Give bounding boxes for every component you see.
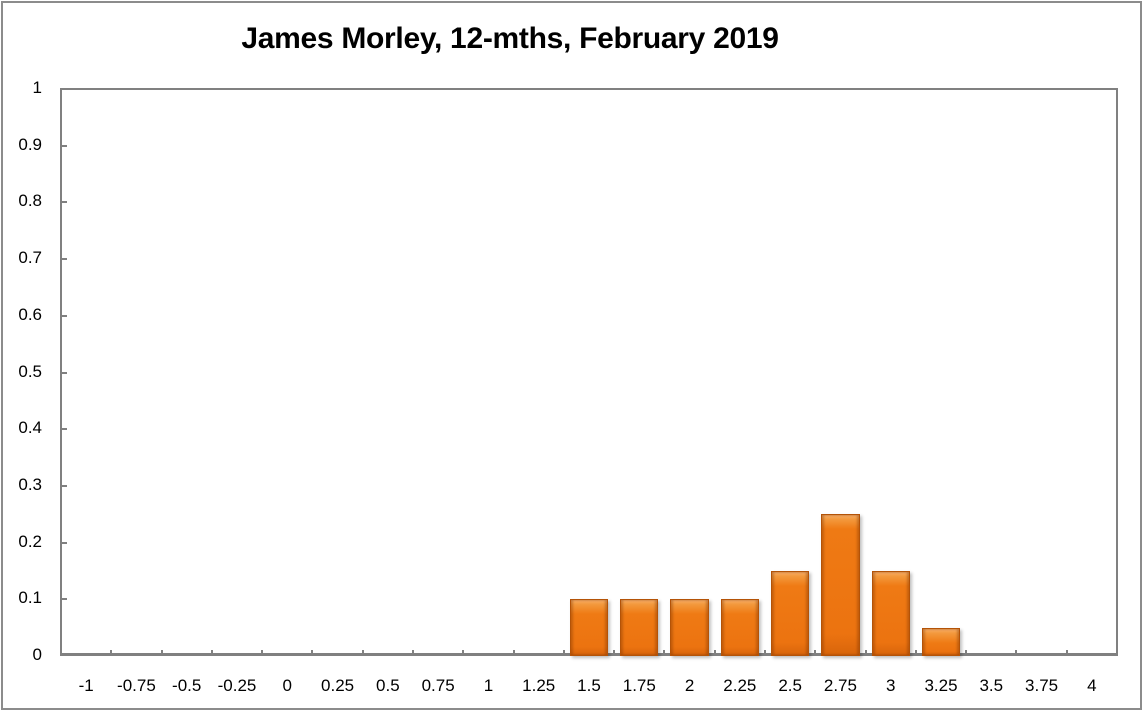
x-tick-mark [361, 650, 364, 656]
y-tick-label: 0.8 [18, 191, 42, 211]
bar-1.5 [569, 599, 609, 656]
bar-1.75 [620, 599, 659, 656]
x-tick-mark [160, 650, 163, 656]
x-tick-mark [613, 650, 616, 656]
x-tick-mark [713, 650, 716, 656]
x-tick-mark [663, 650, 666, 656]
x-tick-label: 3.75 [1025, 676, 1059, 695]
y-tick-mark [62, 258, 67, 261]
x-tick-mark [914, 650, 917, 656]
y-tick-label: 1 [32, 78, 42, 97]
x-tick-mark [412, 650, 414, 656]
x-tick-label: -0.5 [172, 676, 202, 695]
x-tick-mark [965, 650, 968, 656]
x-tick-label: 1.5 [577, 676, 601, 695]
plot-area [60, 88, 1118, 656]
x-tick-label: 0 [282, 676, 293, 695]
x-tick-mark [764, 650, 766, 656]
x-tick-mark [1065, 650, 1068, 656]
x-tick-label: 0.75 [421, 676, 455, 695]
x-tick-mark [864, 650, 867, 656]
x-tick-label: 2.75 [823, 676, 857, 695]
bar-2.75 [821, 514, 860, 656]
y-tick-mark [62, 598, 67, 601]
x-tick-label: 4 [1087, 676, 1097, 695]
x-tick-label: 2 [684, 676, 695, 695]
x-tick-label: 1 [483, 676, 494, 695]
bar-3.25 [921, 627, 961, 656]
x-tick-label: 3 [885, 676, 896, 695]
x-tick-mark [1015, 650, 1018, 656]
y-tick-mark [62, 541, 67, 544]
bar-2 [670, 599, 709, 656]
x-tick-mark [814, 650, 817, 656]
y-tick-mark [62, 201, 67, 204]
x-tick-mark [110, 650, 113, 656]
y-tick-mark [62, 371, 67, 374]
y-tick-label: 0.5 [18, 361, 42, 381]
y-tick-label: 0.7 [18, 248, 42, 268]
x-tick-mark [261, 650, 264, 656]
chart-title: James Morley, 12-mths, February 2019 [241, 22, 779, 55]
y-tick-label: 0 [32, 645, 42, 664]
y-tick-label: 0.1 [18, 588, 42, 608]
x-tick-mark [512, 650, 515, 656]
x-tick-label: 2.25 [723, 676, 757, 695]
x-tick-label: -1 [78, 676, 94, 695]
x-tick-label: 0.25 [321, 676, 355, 695]
y-tick-label: 0.4 [18, 418, 42, 438]
y-tick-label: 0.3 [18, 474, 42, 494]
bar-2.25 [720, 599, 759, 656]
y-tick-mark [62, 144, 67, 147]
x-tick-label: 0.5 [376, 676, 400, 695]
x-tick-mark [562, 650, 565, 656]
y-tick-mark [62, 314, 67, 317]
x-tick-label: -0.25 [217, 676, 257, 695]
x-tick-label: -0.75 [117, 676, 156, 695]
y-tick-label: 0.2 [18, 531, 42, 551]
x-tick-mark [210, 650, 213, 656]
bar-2.5 [771, 570, 810, 656]
x-tick-label: 1.25 [522, 676, 556, 695]
y-tick-mark [62, 428, 67, 431]
x-tick-mark [462, 650, 465, 656]
x-tick-mark [311, 650, 314, 656]
x-tick-label: 1.75 [622, 676, 656, 695]
y-tick-label: 0.6 [18, 304, 42, 324]
y-tick-label: 0.9 [18, 134, 42, 154]
x-tick-label: 3.25 [924, 676, 958, 695]
x-tick-label: 2.5 [778, 676, 802, 695]
bar-3 [871, 570, 910, 656]
x-tick-label: 3.5 [979, 676, 1004, 695]
y-tick-mark [62, 484, 67, 487]
